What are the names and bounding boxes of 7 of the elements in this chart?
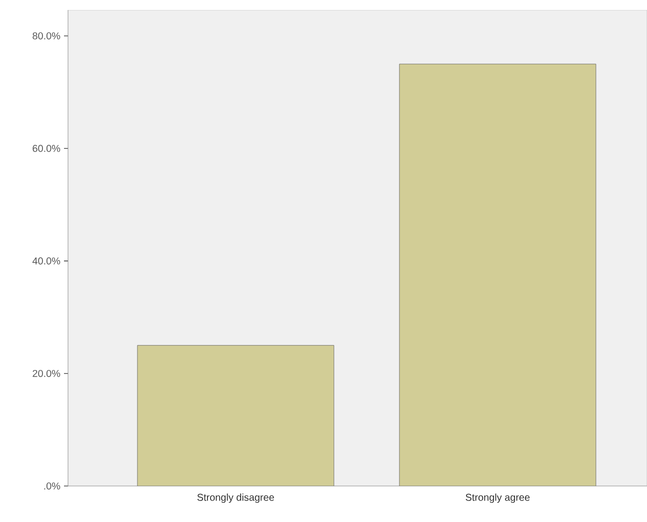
y-tick-label: 60.0% [32, 144, 60, 152]
y-tick-label: 20.0% [32, 370, 60, 377]
x-tick-label: Strongly agree [466, 494, 530, 503]
x-tick-label: Strongly disagree [197, 494, 274, 503]
y-tick-label: 80.0% [32, 32, 60, 40]
y-tick-label: 40.0% [32, 257, 60, 264]
y-tick-label: .0% [44, 482, 60, 490]
